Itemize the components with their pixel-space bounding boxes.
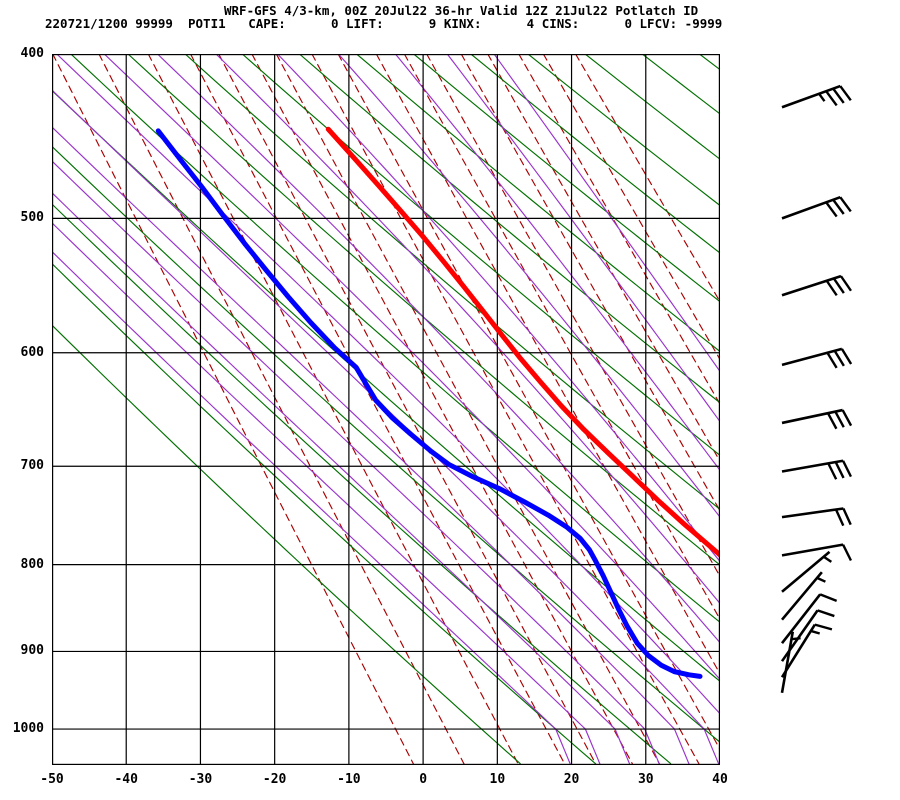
dry-adiabat [52, 262, 596, 765]
wind-barb [780, 593, 838, 645]
temperature-tick-label: 20 [563, 772, 580, 787]
moist-adiabat [276, 54, 720, 563]
dry-adiabat [356, 54, 720, 353]
moist-adiabat [52, 126, 690, 765]
moist-adiabat [337, 54, 720, 519]
temperature-tick-label: -20 [262, 772, 287, 787]
pressure-tick-label: 500 [20, 210, 44, 226]
moist-adiabat [394, 54, 720, 472]
wind-barb [781, 550, 833, 593]
dewpoint-curve [155, 128, 703, 679]
moist-adiabat [156, 54, 720, 644]
pressure-tick-label: 900 [20, 643, 44, 659]
dry-adiabat [127, 54, 720, 566]
mixing-ratio-line [575, 54, 720, 303]
dry-adiabat [413, 54, 720, 303]
mixing-ratio-line [487, 54, 720, 463]
pressure-tick-label: 1000 [12, 721, 44, 737]
moist-adiabat [52, 160, 661, 765]
temperature-tick-label: -50 [40, 772, 64, 787]
wind-barb [781, 84, 852, 109]
moist-adiabat [493, 54, 720, 373]
dry-adiabat [52, 203, 672, 765]
skewt-plot-area [52, 54, 720, 765]
mixing-ratio-line [311, 54, 701, 765]
wind-barb [781, 543, 853, 562]
temperature-tick-label: -10 [337, 772, 361, 787]
chart-title: WRF-GFS 4/3-km, 00Z 20Jul22 36-hr Valid … [224, 3, 699, 18]
sounding-info-line: 220721/1200 99999 POTI1 CAPE: 0 LIFT: 9 … [45, 16, 723, 31]
mixing-ratio-line [275, 54, 661, 765]
wind-barb [781, 195, 852, 220]
mixing-ratio-line [189, 54, 566, 765]
moist-adiabat [52, 250, 572, 765]
moist-adiabat [215, 54, 720, 605]
wind-barb-panel [720, 54, 900, 765]
pressure-tick-label: 800 [20, 556, 44, 572]
mixing-ratio-line [52, 54, 415, 765]
pressure-tick-label: 700 [20, 458, 44, 474]
temperature-tick-label: 30 [637, 772, 654, 787]
dry-adiabat [298, 54, 720, 404]
moist-adiabat [52, 89, 720, 765]
skewt-svg [52, 54, 720, 765]
dry-adiabat [584, 54, 720, 160]
temperature-tick-label: 10 [489, 772, 506, 787]
wind-barb [781, 459, 853, 480]
temperature-tick-label: -40 [114, 772, 138, 787]
mixing-ratio-line [337, 54, 720, 751]
mixing-ratio-line [98, 54, 466, 765]
pressure-tick-label: 600 [20, 344, 44, 360]
wind-barb [781, 571, 826, 621]
mixing-ratio-line [460, 54, 720, 512]
moist-adiabat [103, 54, 720, 681]
grid-lines [52, 54, 720, 765]
mixing-ratio-lines [52, 54, 720, 765]
mixing-ratio-line [542, 54, 720, 361]
dry-adiabat [70, 54, 720, 624]
dry-adiabat [527, 54, 720, 207]
wind-barb [781, 507, 852, 527]
pressure-tick-label: 400 [20, 46, 44, 61]
wind-barb [781, 408, 853, 430]
plot-frame [52, 54, 720, 765]
mixing-ratio-line [147, 54, 520, 765]
dry-adiabat [470, 54, 720, 254]
temperature-trace [325, 126, 720, 559]
moist-adiabat [446, 54, 720, 423]
moist-adiabat [52, 192, 631, 765]
wind-barb-svg [780, 84, 853, 694]
dry-adiabat [241, 54, 720, 457]
wind-barb [781, 274, 852, 297]
wind-barb [780, 631, 801, 694]
dry-adiabat [52, 89, 720, 683]
dewpoint-trace [155, 128, 703, 679]
temperature-tick-label: -30 [188, 772, 213, 787]
temperature-tick-label: 0 [419, 772, 428, 787]
dry-adiabat [52, 145, 720, 743]
temperature-tick-label: 40 [712, 772, 728, 787]
wind-barb [781, 347, 853, 369]
mixing-ratio-line [218, 54, 597, 765]
dry-adiabat [52, 324, 521, 765]
dry-adiabat [641, 54, 720, 115]
moist-adiabat [52, 222, 601, 765]
temperature-curve [325, 126, 720, 559]
mixing-ratio-line [251, 54, 634, 765]
moist-adiabat-lines [52, 54, 720, 765]
